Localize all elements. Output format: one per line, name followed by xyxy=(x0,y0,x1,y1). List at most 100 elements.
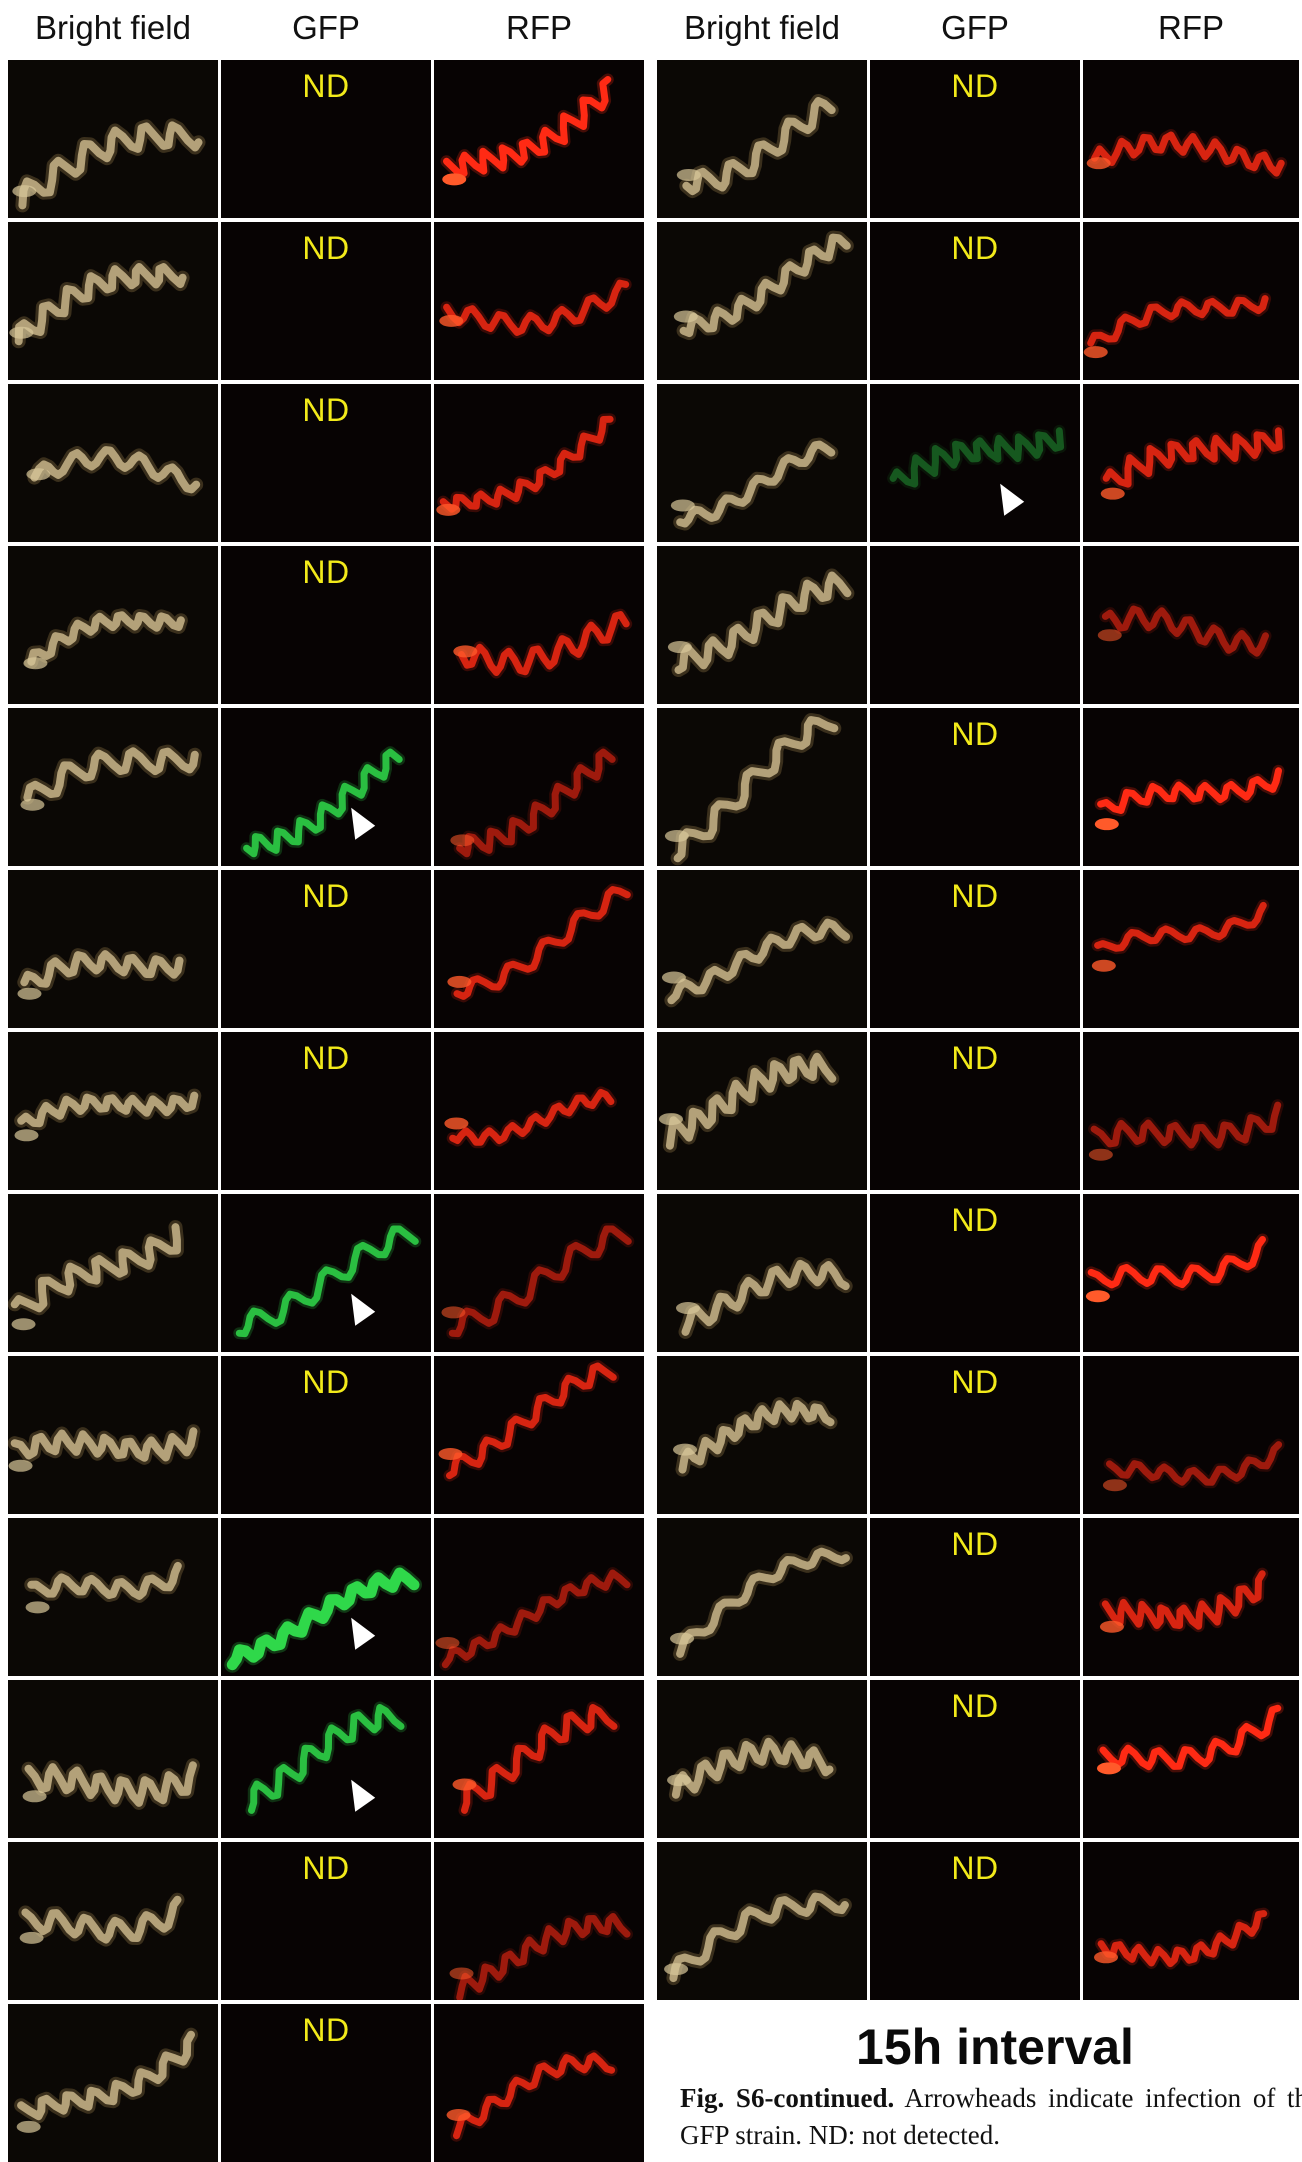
right-row3-gfp-image xyxy=(887,424,1067,516)
left-row12-bright-field-image xyxy=(18,1892,185,1947)
right-row9-rfp-image xyxy=(1102,1438,1285,1492)
left-row9-rfp-image xyxy=(438,1360,620,1482)
left-row2-gfp: ND xyxy=(221,222,431,380)
left-row7-bright-field-image xyxy=(14,1088,202,1142)
left-row3-rfp-image xyxy=(436,413,617,516)
left-row5-gfp xyxy=(221,708,431,866)
left-row8-rfp xyxy=(434,1194,644,1352)
left-row12-gfp: ND xyxy=(221,1842,431,2000)
left-row5-gfp-image xyxy=(240,746,406,860)
right-row3-bright-field-image xyxy=(670,437,839,531)
right-row3-bright-field xyxy=(657,384,867,542)
left-row11-bright-field-image xyxy=(21,1758,200,1810)
left-row13-rfp-image xyxy=(446,2050,618,2142)
right-row5-rfp-image xyxy=(1094,764,1285,831)
left-row12-rfp xyxy=(434,1842,644,2000)
right-row8-bright-field xyxy=(657,1194,867,1352)
left-row5-bright-field xyxy=(8,708,218,866)
left-row10-bright-field xyxy=(8,1518,218,1676)
caption-label: Fig. S6-continued. xyxy=(680,2083,895,2113)
left-row8-gfp-image xyxy=(233,1223,422,1340)
right-row4-gfp-image xyxy=(870,546,1080,704)
right-row6-rfp xyxy=(1083,870,1299,1028)
right-row5-bright-field-image xyxy=(664,713,842,866)
right-row10-rfp-image xyxy=(1099,1567,1269,1633)
right-row5-rfp xyxy=(1083,708,1299,866)
left-row6-rfp-image xyxy=(447,883,634,1003)
right-row9-bright-field-image xyxy=(673,1396,838,1477)
header-gfp-right: GFP xyxy=(941,9,1009,46)
left-row4-gfp: ND xyxy=(221,546,431,704)
nd-label: ND xyxy=(951,716,999,752)
left-row3-bright-field xyxy=(8,384,218,542)
right-row12-rfp xyxy=(1083,1842,1299,2000)
right-row4-rfp-image xyxy=(1097,603,1272,660)
left-row9-bright-field-image xyxy=(8,1424,201,1472)
right-row10-bright-field-image xyxy=(670,1544,853,1661)
nd-label: ND xyxy=(951,1850,999,1886)
left-row6-gfp: ND xyxy=(221,870,431,1028)
left-row9-gfp: ND xyxy=(221,1356,431,1514)
nd-label: ND xyxy=(951,68,999,104)
right-row10-gfp: ND xyxy=(870,1518,1080,1676)
left-row2-bright-field-image xyxy=(9,260,190,349)
arrowhead-icon xyxy=(351,1293,376,1326)
right-row10-rfp xyxy=(1083,1518,1299,1676)
left-row8-bright-field xyxy=(8,1194,218,1352)
left-row6-bright-field-image xyxy=(17,947,187,1000)
right-row10-bright-field xyxy=(657,1518,867,1676)
right-row8-rfp xyxy=(1083,1194,1299,1352)
nd-label: ND xyxy=(951,230,999,266)
left-row6-rfp xyxy=(434,870,644,1028)
left-row13-bright-field-image xyxy=(14,2027,198,2133)
right-row6-rfp-image xyxy=(1091,899,1270,972)
right-row3-gfp xyxy=(870,384,1080,542)
right-row7-rfp xyxy=(1083,1032,1299,1190)
left-row11-rfp xyxy=(434,1680,644,1838)
left-row3-gfp: ND xyxy=(221,384,431,542)
nd-label: ND xyxy=(302,1364,350,1400)
left-row9-bright-field xyxy=(8,1356,218,1514)
figure-caption: Fig. S6-continued. Arrowheads indicate i… xyxy=(680,2080,1302,2154)
right-row7-bright-field xyxy=(657,1032,867,1190)
nd-label: ND xyxy=(302,1040,350,1076)
right-row1-bright-field xyxy=(657,60,867,218)
right-row5-bright-field xyxy=(657,708,867,866)
right-row12-gfp: ND xyxy=(870,1842,1080,2000)
header-rfp-left: RFP xyxy=(506,9,572,46)
nd-label: ND xyxy=(302,878,350,914)
left-row4-rfp xyxy=(434,546,644,704)
right-row4-bright-field xyxy=(657,546,867,704)
nd-label: ND xyxy=(951,1688,999,1724)
nd-label: ND xyxy=(951,1364,999,1400)
left-row2-rfp xyxy=(434,222,644,380)
left-row11-gfp xyxy=(221,1680,431,1838)
right-row11-rfp-image xyxy=(1096,1702,1284,1775)
nd-label: ND xyxy=(302,230,350,266)
nd-label: ND xyxy=(302,2012,350,2048)
right-row6-gfp: ND xyxy=(870,870,1080,1028)
nd-label: ND xyxy=(951,878,999,914)
left-row9-rfp xyxy=(434,1356,644,1514)
nd-label: ND xyxy=(951,1040,999,1076)
right-row11-rfp xyxy=(1083,1680,1299,1838)
left-row11-gfp-image xyxy=(245,1701,407,1817)
left-row7-rfp-image xyxy=(444,1086,617,1149)
left-row12-bright-field xyxy=(8,1842,218,2000)
left-row10-bright-field-image xyxy=(24,1558,185,1614)
left-row4-bright-field-image xyxy=(23,608,188,670)
left-row6-bright-field xyxy=(8,870,218,1028)
header-gfp-left: GFP xyxy=(292,9,360,46)
header-rfp-right: RFP xyxy=(1158,9,1224,46)
left-row13-bright-field xyxy=(8,2004,218,2162)
header-bright-field-right: Bright field xyxy=(684,9,840,46)
right-row1-rfp-image xyxy=(1086,129,1288,180)
right-row1-gfp: ND xyxy=(870,60,1080,218)
arrowhead-icon xyxy=(351,1617,376,1650)
right-row12-rfp-image xyxy=(1094,1907,1270,1970)
right-row2-bright-field-image xyxy=(673,230,854,341)
left-row13-rfp xyxy=(434,2004,644,2162)
nd-label: ND xyxy=(951,1526,999,1562)
right-row12-bright-field-image xyxy=(664,1889,852,1986)
left-row7-rfp xyxy=(434,1032,644,1190)
